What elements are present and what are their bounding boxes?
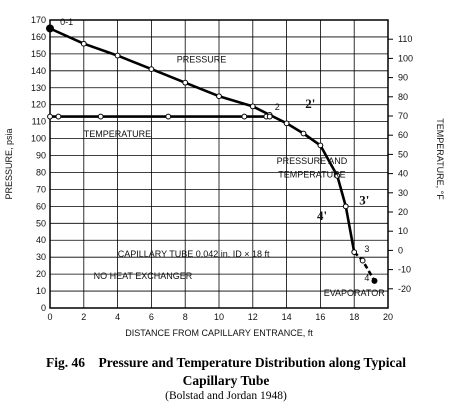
data-point — [97, 113, 104, 120]
data-point — [266, 113, 273, 120]
y2-tick-label: 10 — [398, 226, 408, 236]
data-point — [47, 113, 53, 120]
figure-caption-line-1: Fig. 46 Pressure and Temperature Distrib… — [46, 355, 406, 370]
data-point — [371, 277, 378, 284]
data-point — [359, 257, 366, 264]
y-axis-ticks: 0 10 20 30 40 50 60 70 80 90 100 110 120 130 140 150 160… — [31, 15, 46, 313]
y2-tick-label: 80 — [398, 92, 408, 102]
x-tick-label: 6 — [149, 312, 154, 322]
chart-annotation: CAPILLARY TUBE 0.042 in. ID × 18 ft — [118, 249, 270, 259]
y2-axis-label: TEMPERATURE, °F — [435, 118, 445, 200]
figure-source: (Bolstad and Jordan 1948) — [165, 390, 287, 402]
chart-annotation: TEMPERATURE — [278, 170, 345, 180]
data-point — [182, 79, 189, 86]
data-point — [80, 40, 87, 47]
chart-annotation: EVAPORATOR — [324, 288, 386, 298]
y-tick-label: 120 — [31, 100, 46, 110]
y-tick-label: 30 — [36, 252, 46, 262]
y-tick-label: 140 — [31, 66, 46, 76]
chart-annotation: PRESSURE AND — [277, 156, 348, 166]
y-tick-label: 60 — [36, 201, 46, 211]
point-label: 2 — [275, 102, 280, 112]
x-tick-label: 16 — [315, 312, 325, 322]
data-point — [317, 142, 324, 149]
figure-caption-line-2: Capillary Tube — [182, 373, 270, 388]
y-tick-label: 0 — [41, 303, 46, 313]
x-tick-label: 10 — [214, 312, 224, 322]
y2-tick-label: -20 — [398, 284, 411, 294]
x-tick-label: 18 — [349, 312, 359, 322]
x-tick-label: 14 — [282, 312, 292, 322]
y-tick-label: 90 — [36, 151, 46, 161]
x-tick-label: 4 — [115, 312, 120, 322]
series-label-temperature: TEMPERATURE — [84, 129, 151, 139]
data-point — [216, 93, 222, 100]
x-tick-label: 20 — [383, 312, 393, 322]
y2-tick-label: 20 — [398, 207, 408, 217]
data-point — [249, 103, 256, 110]
y2-tick-label: 60 — [398, 130, 408, 140]
series-line-pressure — [49, 27, 356, 253]
annotations: PRESSURE AND TEMPERATURE CAPILLARY TUBE 0.… — [60, 17, 385, 298]
y-tick-label: 50 — [36, 218, 46, 228]
y2-tick-label: 90 — [398, 73, 408, 83]
x-tick-label: 0 — [47, 312, 52, 322]
y-tick-label: 110 — [32, 117, 46, 127]
data-point — [46, 24, 54, 33]
data-point — [165, 113, 172, 120]
plot-frame — [49, 19, 389, 309]
y2-tick-label: 30 — [398, 188, 408, 198]
y-tick-label: 10 — [36, 286, 46, 296]
y-tick-label: 170 — [31, 15, 46, 25]
y2-tick-label: 70 — [398, 111, 408, 121]
y2-tick-label: -10 — [398, 265, 411, 275]
y-tick-label: 100 — [31, 134, 46, 144]
x-axis-ticks: 0 2 4 6 8 10 12 14 16 18 20 — [47, 312, 393, 322]
y-tick-label: 150 — [31, 49, 46, 59]
y2-tick-label: 100 — [398, 53, 413, 63]
y2-axis-ticks: -20 -10 0 10 20 30 40 50 60 70 80 90 100 110 — [388, 34, 413, 294]
series-label-pressure: PRESSURE — [177, 54, 227, 64]
data-point — [283, 120, 290, 127]
data-point — [55, 113, 62, 120]
point-label: 3 — [364, 244, 369, 254]
point-label: 0-1 — [60, 17, 73, 27]
y2-tick-label: 0 — [398, 245, 403, 255]
chart-annotation: NO HEAT EXCHANGER — [94, 271, 193, 281]
x-tick-label: 8 — [183, 312, 188, 322]
y2-tick-label: 50 — [398, 149, 408, 159]
x-axis-label: DISTANCE FROM CAPILLARY ENTRANCE, ft — [125, 328, 313, 338]
point-label: 3' — [359, 193, 369, 208]
y-tick-label: 40 — [36, 235, 46, 245]
data-point — [334, 172, 341, 179]
y-tick-label: 80 — [36, 167, 46, 177]
y-tick-label: 20 — [36, 269, 46, 279]
x-tick-label: 2 — [81, 312, 86, 322]
y-tick-label: 130 — [31, 83, 46, 93]
data-point — [241, 113, 248, 120]
data-series: PRESSURE TEMPERATURE — [46, 24, 378, 284]
y-axis-label: PRESSURE, psia — [4, 128, 14, 199]
data-point — [148, 66, 155, 73]
data-point — [300, 130, 307, 137]
y-tick-label: 70 — [36, 184, 46, 194]
data-point — [351, 249, 358, 255]
capillary-tube-chart: 0 2 4 6 8 10 12 14 16 18 20 0102030405060708090100… — [4, 15, 445, 338]
y2-tick-label: 40 — [398, 169, 408, 179]
x-tick-label: 12 — [248, 312, 258, 322]
point-label: 4' — [317, 208, 327, 223]
data-point — [114, 52, 121, 59]
y2-tick-label: 110 — [398, 34, 412, 44]
y-tick-label: 160 — [31, 32, 46, 42]
point-label: 4 — [364, 273, 369, 283]
point-label: 2' — [305, 96, 315, 111]
data-point — [342, 203, 349, 210]
